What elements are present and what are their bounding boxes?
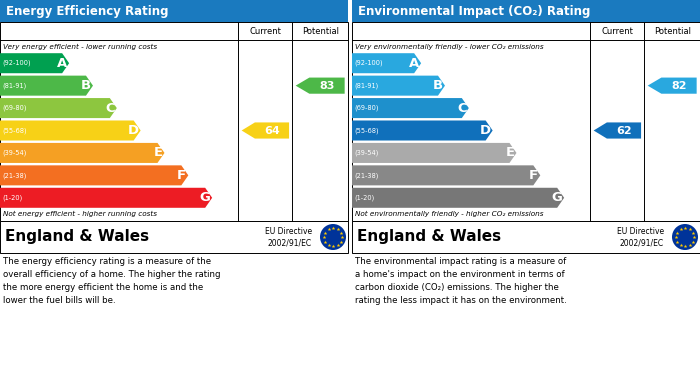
Text: Not energy efficient - higher running costs: Not energy efficient - higher running co…	[3, 211, 157, 217]
Polygon shape	[352, 165, 540, 185]
Bar	[0, 22, 348, 221]
Text: Very energy efficient - lower running costs: Very energy efficient - lower running co…	[3, 44, 157, 50]
Text: A: A	[409, 57, 419, 70]
Polygon shape	[352, 143, 517, 163]
Text: Current: Current	[249, 27, 281, 36]
Polygon shape	[352, 120, 493, 140]
Text: 82: 82	[671, 81, 687, 91]
Circle shape	[320, 224, 346, 250]
Text: EU Directive
2002/91/EC: EU Directive 2002/91/EC	[617, 227, 664, 248]
Polygon shape	[352, 75, 445, 96]
Polygon shape	[295, 77, 344, 94]
Text: (21-38): (21-38)	[2, 172, 27, 179]
Text: G: G	[552, 191, 562, 204]
Text: England & Wales: England & Wales	[5, 230, 149, 244]
Text: Current: Current	[601, 27, 634, 36]
Bar	[352, 22, 700, 221]
Text: (55-68): (55-68)	[2, 127, 27, 134]
Text: Very environmentally friendly - lower CO₂ emissions: Very environmentally friendly - lower CO…	[355, 44, 544, 50]
Text: Potential: Potential	[302, 27, 339, 36]
Polygon shape	[0, 165, 188, 185]
Polygon shape	[0, 75, 93, 96]
Text: D: D	[127, 124, 139, 137]
Circle shape	[672, 224, 698, 250]
Text: (81-91): (81-91)	[2, 83, 27, 89]
Text: (81-91): (81-91)	[354, 83, 378, 89]
Text: (39-54): (39-54)	[2, 150, 27, 156]
Text: D: D	[480, 124, 491, 137]
Text: (92-100): (92-100)	[354, 60, 383, 66]
Bar	[0, 0, 348, 22]
Polygon shape	[0, 188, 212, 208]
Text: Potential: Potential	[654, 27, 691, 36]
Text: (1-20): (1-20)	[2, 195, 22, 201]
Text: (69-80): (69-80)	[354, 105, 379, 111]
Text: B: B	[433, 79, 443, 92]
Text: B: B	[80, 79, 91, 92]
Bar	[0, 221, 348, 253]
Text: E: E	[153, 146, 162, 160]
Text: EU Directive
2002/91/EC: EU Directive 2002/91/EC	[265, 227, 312, 248]
Polygon shape	[594, 122, 641, 138]
Text: (55-68): (55-68)	[354, 127, 379, 134]
Text: Environmental Impact (CO₂) Rating: Environmental Impact (CO₂) Rating	[358, 5, 590, 18]
Text: The energy efficiency rating is a measure of the
overall efficiency of a home. T: The energy efficiency rating is a measur…	[3, 257, 220, 305]
Text: Energy Efficiency Rating: Energy Efficiency Rating	[6, 5, 169, 18]
Polygon shape	[352, 98, 469, 118]
Text: G: G	[199, 191, 210, 204]
Text: England & Wales: England & Wales	[357, 230, 501, 244]
Polygon shape	[0, 53, 69, 73]
Polygon shape	[352, 53, 421, 73]
Text: E: E	[505, 146, 514, 160]
Text: F: F	[177, 169, 186, 182]
Text: (1-20): (1-20)	[354, 195, 374, 201]
Text: 64: 64	[264, 126, 280, 136]
Text: (92-100): (92-100)	[2, 60, 31, 66]
Polygon shape	[241, 122, 289, 138]
Bar	[352, 221, 700, 253]
Text: F: F	[529, 169, 538, 182]
Text: Not environmentally friendly - higher CO₂ emissions: Not environmentally friendly - higher CO…	[355, 211, 543, 217]
Text: (39-54): (39-54)	[354, 150, 379, 156]
Text: (21-38): (21-38)	[354, 172, 379, 179]
Text: A: A	[57, 57, 67, 70]
Text: (69-80): (69-80)	[2, 105, 27, 111]
Polygon shape	[648, 77, 696, 94]
Polygon shape	[0, 98, 117, 118]
Polygon shape	[0, 120, 141, 140]
Polygon shape	[352, 188, 564, 208]
Text: The environmental impact rating is a measure of
a home's impact on the environme: The environmental impact rating is a mea…	[355, 257, 567, 305]
Polygon shape	[0, 143, 164, 163]
Text: C: C	[105, 102, 115, 115]
Bar	[352, 0, 700, 22]
Text: C: C	[457, 102, 467, 115]
Text: 62: 62	[616, 126, 632, 136]
Text: 83: 83	[319, 81, 335, 91]
